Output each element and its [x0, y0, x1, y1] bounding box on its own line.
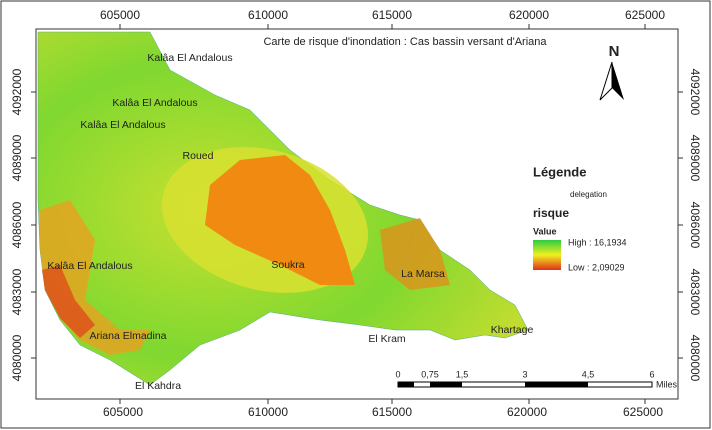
y-label: 4089000 — [10, 134, 24, 181]
scale-label: 3 — [522, 369, 527, 379]
north-label: N — [609, 43, 620, 60]
y-label: 4083000 — [10, 268, 24, 315]
x-label: 615000 — [372, 405, 412, 419]
y-label: 4080000 — [688, 335, 702, 382]
x-label: 605000 — [100, 8, 140, 22]
scale-bar: 0 0,75 1,5 3 4,5 6 Miles — [395, 369, 677, 389]
scale-segment — [525, 382, 588, 387]
place-label: Kalâa El Andalous — [112, 97, 197, 109]
y-label: 4089000 — [688, 135, 702, 182]
legend-layer: delegation — [570, 190, 607, 199]
legend-field: risque — [533, 206, 569, 220]
place-label: Ariana Elmadina — [89, 330, 166, 342]
ticks — [31, 24, 683, 404]
risk-zone — [42, 265, 95, 338]
scale-label: 0,75 — [421, 369, 439, 379]
place-label: Khartage — [491, 324, 534, 336]
map-region — [37, 31, 529, 386]
legend-title: Légende — [533, 164, 586, 179]
scale-label: 4,5 — [582, 369, 595, 379]
scale-unit: Miles — [656, 379, 678, 389]
x-label: 620000 — [509, 8, 549, 22]
legend: Légende delegation risque Value High : 1… — [533, 164, 627, 272]
place-label: El Kram — [368, 333, 406, 345]
place-label: La Marsa — [401, 268, 445, 280]
x-label: 615000 — [372, 8, 412, 22]
x-label: 610000 — [248, 405, 288, 419]
place-label: Kalâa El Andalous — [147, 52, 232, 64]
x-label: 625000 — [625, 8, 665, 22]
legend-value: Value — [533, 226, 557, 236]
x-label: 620000 — [507, 405, 547, 419]
risk-zone — [205, 155, 355, 285]
x-labels-top: 605000 610000 615000 620000 625000 60500… — [100, 8, 665, 419]
x-label: 605000 — [103, 405, 143, 419]
y-labels: 4092000 4089000 4086000 4083000 4080000 … — [10, 68, 702, 381]
north-arrow-right — [612, 62, 624, 100]
y-label: 4092000 — [688, 69, 702, 116]
y-label: 4086000 — [688, 202, 702, 249]
scale-segment — [430, 382, 462, 387]
place-label: Roued — [183, 150, 214, 162]
x-label: 610000 — [248, 8, 288, 22]
place-label: El Kahdra — [135, 380, 181, 392]
y-label: 4092000 — [10, 68, 24, 115]
y-label: 4083000 — [688, 269, 702, 316]
map-title: Carte de risque d'inondation : Cas bassi… — [263, 36, 547, 48]
y-label: 4080000 — [10, 334, 24, 381]
place-label: Kalâa El Andalous — [80, 119, 165, 131]
scale-label: 1,5 — [456, 369, 469, 379]
legend-ramp — [533, 240, 561, 270]
y-label: 4086000 — [10, 201, 24, 248]
risk-zone — [380, 218, 450, 290]
north-arrow: N — [599, 43, 624, 101]
place-label: Soukra — [271, 259, 304, 271]
place-label: Kalâa El Andalous — [47, 260, 132, 272]
scale-segment — [398, 382, 414, 387]
scale-label: 0 — [395, 369, 400, 379]
legend-low: Low : 2,09029 — [568, 262, 625, 272]
legend-high: High : 16,1934 — [568, 237, 627, 247]
scale-label: 6 — [649, 369, 654, 379]
x-label: 625000 — [623, 405, 663, 419]
places: Kalâa El Andalous Kalâa El Andalous Kalâ… — [47, 52, 533, 392]
